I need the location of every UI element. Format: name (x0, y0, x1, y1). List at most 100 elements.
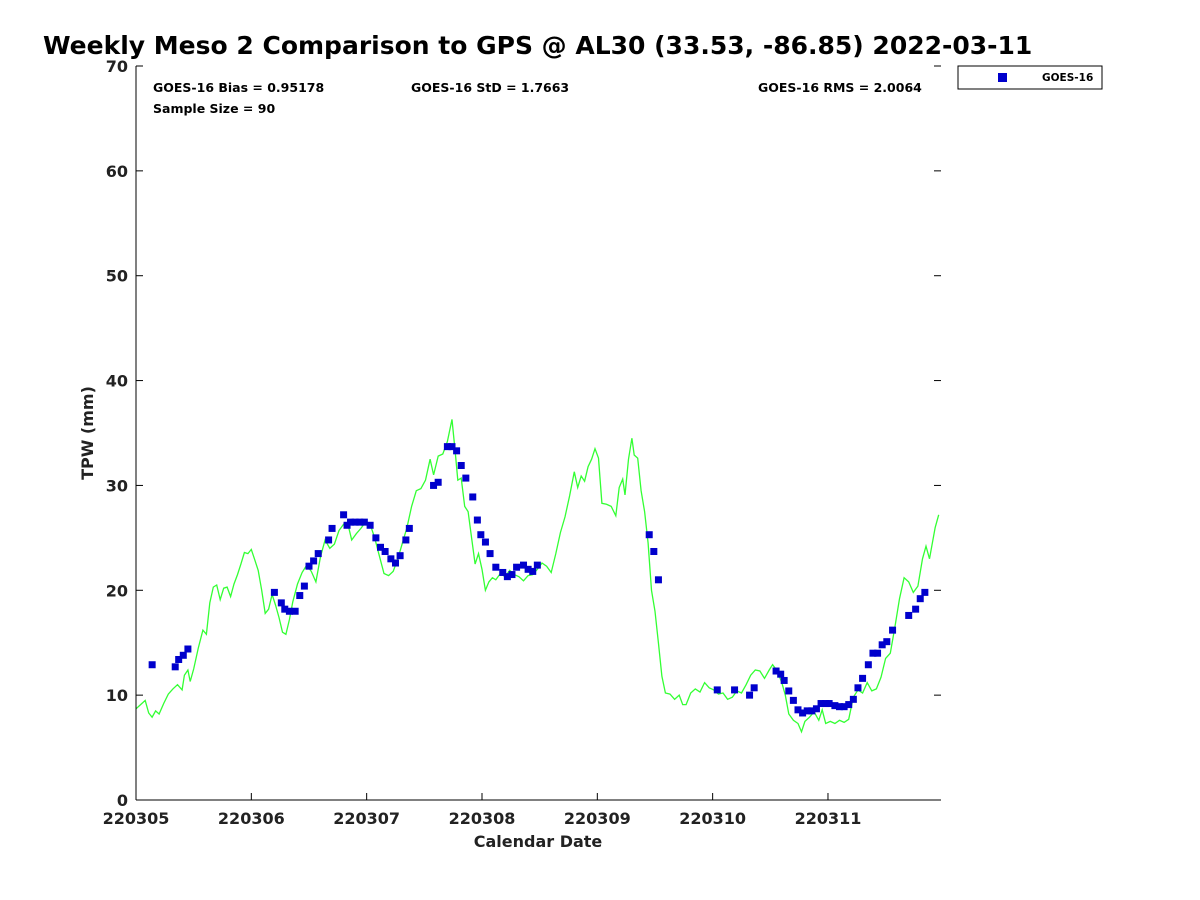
goes-16-data-point (713, 686, 721, 694)
goes-16-data-point (340, 511, 348, 519)
goes-16-data-point (840, 703, 848, 711)
y-tick-label: 10 (106, 686, 128, 705)
goes-16-data-point (499, 568, 507, 576)
goes-16-data-point (291, 607, 299, 615)
y-ticks: 0 10 20 30 40 50 60 70 (106, 57, 941, 810)
goes-16-data-point (366, 521, 374, 529)
goes-16-data-point (916, 595, 924, 603)
goes-16-data-point (645, 531, 653, 539)
plot-background (136, 66, 941, 800)
goes-16-data-point (912, 605, 920, 613)
y-tick-label: 30 (106, 476, 128, 495)
goes-16-data-point (524, 565, 532, 573)
goes-16-data-point (812, 705, 820, 713)
goes-16-data-point (746, 691, 754, 699)
goes-16-data-point (799, 709, 807, 717)
goes-16-data-point (492, 563, 500, 571)
goes-16-data-point (654, 576, 662, 584)
goes-16-data-point (184, 645, 192, 653)
goes-16-data-point (281, 605, 289, 613)
sample-size-stat: Sample Size = 90 (153, 101, 275, 116)
x-tick-label: 220307 (333, 809, 400, 828)
goes-16-data-point (402, 536, 410, 544)
x-ticks: 220305 220306 220307 220308 220309 220310 2203… (103, 793, 862, 828)
y-tick-label: 70 (106, 57, 128, 76)
goes-16-data-point (529, 567, 537, 575)
goes-16-data-point (175, 655, 183, 663)
goes-16-data-point (921, 588, 929, 596)
goes-16-data-point (794, 706, 802, 714)
goes-16-data-point (434, 478, 442, 486)
goes-16-data-point (849, 695, 857, 703)
goes-16-data-point (448, 443, 456, 451)
goes-16-data-point (473, 516, 481, 524)
goes-16-data-point (889, 626, 897, 634)
x-axis-label: Calendar Date (474, 832, 603, 851)
goes-16-data-point (817, 700, 825, 708)
std-stat: GOES-16 StD = 1.7663 (411, 80, 569, 95)
goes-16-data-point (803, 707, 811, 715)
goes-16-data-point (148, 661, 156, 669)
goes-16-data-point (453, 447, 461, 455)
goes-16-data-point (171, 663, 179, 671)
goes-16-data-point (305, 562, 313, 570)
y-tick-label: 60 (106, 162, 128, 181)
goes-16-data-point (789, 696, 797, 704)
gps-line-layer (135, 419, 940, 734)
goes-16-data-point (864, 661, 872, 669)
legend-label-goes-16: GOES-16 (1042, 72, 1093, 84)
goes-16-data-point (310, 557, 318, 565)
goes-16-data-point (859, 674, 867, 682)
goes-16-data-point (351, 518, 359, 526)
goes-16-data-point (457, 462, 465, 470)
x-tick-label: 220308 (449, 809, 516, 828)
goes-16-data-point (391, 559, 399, 567)
goes-16-data-point (777, 670, 785, 678)
x-tick-label: 220310 (679, 809, 746, 828)
x-tick-label: 220306 (218, 809, 285, 828)
goes-16-data-point (772, 667, 780, 675)
goes-16-data-point (520, 561, 528, 569)
goes-16-data-point (780, 676, 788, 684)
goes-16-data-point (503, 573, 511, 581)
goes-16-data-point (396, 552, 404, 560)
goes-16-data-point (387, 555, 395, 563)
y-tick-label: 50 (106, 267, 128, 286)
goes-16-data-point (878, 641, 886, 649)
goes-points-layer (148, 443, 929, 717)
plot-area: 0 10 20 30 40 50 60 70 220305 220306 220307 220308… (103, 57, 941, 828)
goes-16-data-point (277, 599, 285, 607)
goes-16-data-point (808, 707, 816, 715)
goes-16-data-point (270, 588, 278, 596)
goes-16-data-point (296, 592, 304, 600)
goes-16-data-point (462, 474, 470, 482)
goes-16-data-point (831, 702, 839, 710)
goes-16-data-point (486, 550, 494, 558)
legend-box (957, 65, 1103, 90)
goes-16-data-point (513, 563, 521, 571)
goes-16-data-point (405, 524, 413, 532)
y-tick-label: 40 (106, 372, 128, 391)
goes-16-data-point (469, 493, 477, 501)
rms-stat: GOES-16 RMS = 2.0064 (758, 80, 922, 95)
x-tick-label: 220311 (795, 809, 862, 828)
goes-16-data-point (650, 547, 658, 555)
goes-16-data-point (443, 443, 451, 451)
goes-16-data-point (869, 649, 877, 657)
goes-16-data-point (836, 703, 844, 711)
x-tick-label: 220309 (564, 809, 631, 828)
goes-16-data-point (314, 550, 322, 558)
goes-16-data-point (785, 687, 793, 695)
goes-16-data-point (883, 638, 891, 646)
goes-16-data-point (508, 571, 516, 579)
goes-16-data-point (325, 536, 333, 544)
gps-series-line (135, 419, 940, 734)
x-tick-label: 220305 (103, 809, 170, 828)
goes-16-data-point (731, 686, 739, 694)
goes-16-data-point (356, 518, 364, 526)
goes-16-data-point (179, 651, 187, 659)
goes-16-data-point (300, 582, 308, 590)
y-tick-label: 0 (117, 791, 128, 810)
goes-16-data-point (347, 518, 355, 526)
